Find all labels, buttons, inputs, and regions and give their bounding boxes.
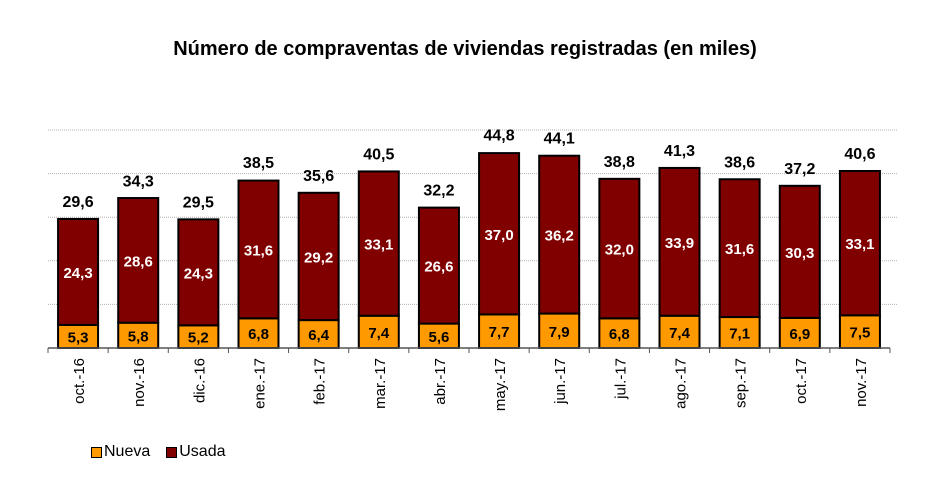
data-label-usada: 26,6	[424, 259, 453, 276]
bar-segment-usada	[117, 197, 160, 324]
bar-segment-usada	[538, 154, 581, 315]
total-label: 37,2	[784, 161, 815, 178]
total-label: 38,6	[724, 155, 755, 172]
legend: Nueva Usada	[91, 443, 242, 461]
total-label: 40,6	[844, 146, 875, 163]
data-label-nueva: 5,6	[428, 329, 449, 346]
bar-segment-usada	[417, 206, 460, 325]
legend-label-usada: Usada	[179, 443, 226, 460]
bar-segment-usada	[237, 179, 280, 320]
x-tick-label: jun.-17	[552, 358, 569, 405]
data-label-usada: 31,6	[244, 242, 273, 259]
x-tick-label: ago.-17	[673, 358, 690, 409]
data-label-nueva: 7,9	[549, 324, 570, 341]
data-label-usada: 24,3	[184, 265, 213, 282]
total-label: 38,5	[243, 155, 274, 172]
legend-item-nueva: Nueva	[91, 443, 150, 461]
data-label-nueva: 5,8	[128, 328, 149, 345]
bar-segment-usada	[718, 178, 761, 319]
data-label-usada: 30,3	[785, 245, 814, 262]
x-tick-label: dic.-16	[191, 358, 208, 403]
x-tick-label: may.-17	[492, 358, 509, 411]
x-tick-label: mar.-17	[372, 358, 389, 409]
total-label: 34,3	[123, 173, 154, 190]
data-label-usada: 32,0	[605, 242, 634, 259]
data-label-usada: 31,6	[725, 241, 754, 258]
bar-segment-usada	[357, 170, 400, 317]
total-label: 29,6	[63, 194, 94, 211]
data-label-usada: 33,9	[665, 235, 694, 252]
total-label: 44,8	[484, 128, 515, 145]
bar-segment-usada	[297, 191, 340, 322]
total-label: 41,3	[664, 143, 695, 160]
total-label: 40,5	[363, 146, 394, 163]
data-label-nueva: 7,4	[669, 325, 691, 342]
bar-segment-nueva	[357, 314, 400, 349]
data-label-nueva: 5,2	[188, 330, 209, 347]
x-tick-label: feb.-17	[312, 358, 329, 405]
data-label-usada: 33,1	[364, 237, 393, 254]
bar-segment-usada	[478, 152, 521, 316]
bar-segment-nueva	[658, 314, 701, 349]
chart-title: Número de compraventas de viviendas regi…	[173, 38, 757, 60]
x-tick-label: abr.-17	[432, 358, 449, 405]
bar-segment-usada	[598, 177, 641, 320]
bar-segment-nueva	[718, 316, 761, 350]
data-label-usada: 28,6	[124, 253, 153, 270]
total-label: 32,2	[423, 183, 454, 200]
x-tick-label: oct.-16	[71, 358, 88, 404]
x-tick-label: ene.-17	[252, 358, 269, 409]
data-label-nueva: 7,7	[489, 324, 510, 341]
x-tick-label: jul.-17	[612, 358, 629, 400]
x-tick-label: oct.-17	[793, 358, 810, 404]
data-label-nueva: 7,4	[368, 325, 390, 342]
data-label-nueva: 6,4	[308, 327, 330, 344]
data-label-nueva: 7,1	[729, 326, 750, 343]
data-label-usada: 37,0	[484, 227, 513, 244]
data-label-usada: 24,3	[63, 265, 92, 282]
legend-swatch-nueva	[91, 446, 102, 458]
data-label-usada: 29,2	[304, 249, 333, 266]
data-label-nueva: 6,8	[248, 326, 269, 343]
x-tick-label: nov.-16	[131, 358, 148, 407]
total-label: 35,6	[303, 168, 334, 185]
legend-item-usada: Usada	[166, 443, 226, 461]
legend-label-nueva: Nueva	[104, 443, 151, 460]
bar-segment-usada	[658, 166, 701, 317]
bar-segment-usada	[838, 169, 881, 317]
data-label-nueva: 5,3	[68, 329, 89, 346]
data-label-nueva: 6,9	[789, 326, 810, 343]
bar-segment-usada	[177, 218, 220, 327]
legend-swatch-usada	[166, 446, 178, 458]
bar-segment-nueva	[117, 321, 160, 350]
x-tick-label: nov.-17	[853, 358, 870, 407]
data-label-nueva: 7,5	[849, 325, 870, 342]
total-label: 44,1	[544, 131, 575, 148]
x-tick-label: sep.-17	[733, 358, 750, 408]
bar-segment-nueva	[538, 312, 581, 349]
total-label: 29,5	[183, 194, 214, 211]
total-label: 38,8	[604, 154, 635, 171]
data-label-usada: 36,2	[545, 228, 574, 245]
data-label-nueva: 6,8	[609, 326, 630, 343]
bar-segment-usada	[57, 217, 100, 326]
bar-segment-usada	[778, 184, 821, 319]
data-label-usada: 33,1	[845, 236, 874, 253]
